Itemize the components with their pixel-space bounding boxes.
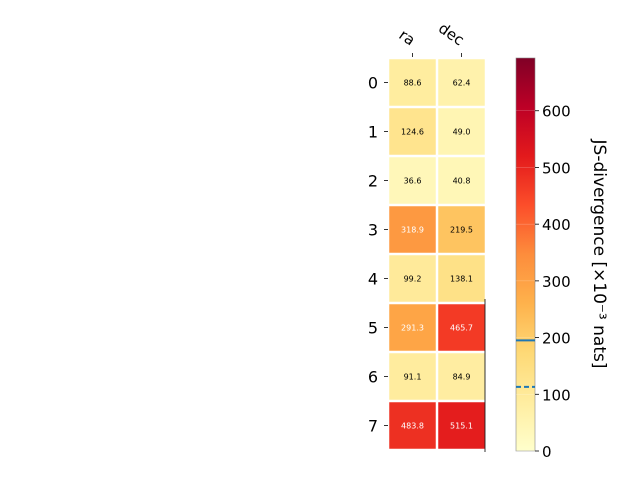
- heatmap-grid: 88.6 62.4 124.6 49.0 36.6 40.8 318.9 219.5 99.2 1…: [389, 59, 486, 452]
- heatmap-cell: [389, 255, 436, 302]
- heatmap-cell: [389, 108, 436, 155]
- cell-value-label: 219.5: [450, 226, 473, 235]
- colorbar: 0 100 200 300 400 500 600: [515, 57, 571, 461]
- row-label: 4: [368, 270, 378, 289]
- cell-value-label: 62.4: [453, 79, 471, 88]
- column-tick-labels: ra dec: [396, 19, 468, 57]
- cell-value-label: 483.8: [401, 422, 424, 431]
- colorbar-tick-label: 300: [542, 273, 571, 291]
- cell-value-label: 138.1: [450, 275, 473, 284]
- heatmap-cell: [438, 108, 485, 155]
- colorbar-tick-label: 200: [542, 330, 571, 348]
- colorbar-tick-label: 0: [542, 443, 552, 461]
- heatmap-cell: [438, 255, 485, 302]
- column-label: dec: [435, 19, 467, 49]
- colorbar-tick-label: 600: [542, 103, 571, 121]
- row-label: 0: [368, 74, 378, 93]
- row-label: 5: [368, 319, 378, 338]
- cell-value-label: 91.1: [404, 373, 422, 382]
- cell-value-label: 124.6: [401, 128, 424, 137]
- heatmap-cell: [389, 402, 436, 449]
- cell-value-label: 318.9: [401, 226, 424, 235]
- heatmap-cell: [389, 157, 436, 204]
- heatmap-cell: [438, 59, 485, 106]
- colorbar-label: JS-divergence [×10⁻³ nats]: [589, 139, 609, 369]
- cell-value-label: 84.9: [453, 373, 471, 382]
- colorbar-gradient: [515, 57, 536, 452]
- cell-value-label: 36.6: [404, 177, 422, 186]
- heatmap-cell: [389, 353, 436, 400]
- heatmap-cell: [438, 402, 485, 449]
- row-label: 6: [368, 368, 378, 387]
- row-label: 7: [368, 417, 378, 436]
- row-tick-labels: 0 1 2 3 4 5 6 7: [368, 74, 388, 436]
- heatmap-cell: [438, 353, 485, 400]
- heatmap-cell: [389, 59, 436, 106]
- cell-value-label: 49.0: [453, 128, 471, 137]
- colorbar-tick-label: 100: [542, 386, 571, 404]
- cell-value-label: 99.2: [404, 275, 422, 284]
- heatmap-cell: [438, 157, 485, 204]
- cell-value-label: 291.3: [401, 324, 424, 333]
- cell-value-label: 465.7: [450, 324, 473, 333]
- row-label: 2: [368, 172, 378, 191]
- column-label: ra: [396, 26, 419, 50]
- colorbar-tick-label: 400: [542, 216, 571, 234]
- heatmap-cell: [438, 304, 485, 351]
- colorbar-tick-label: 500: [542, 159, 571, 177]
- cell-value-label: 88.6: [404, 79, 422, 88]
- cell-value-label: 515.1: [450, 422, 473, 431]
- heatmap-cell: [438, 206, 485, 253]
- heatmap-cell: [389, 304, 436, 351]
- heatmap-cell: [389, 206, 436, 253]
- cell-value-label: 40.8: [453, 177, 471, 186]
- row-label: 3: [368, 221, 378, 240]
- row-label: 1: [368, 123, 378, 142]
